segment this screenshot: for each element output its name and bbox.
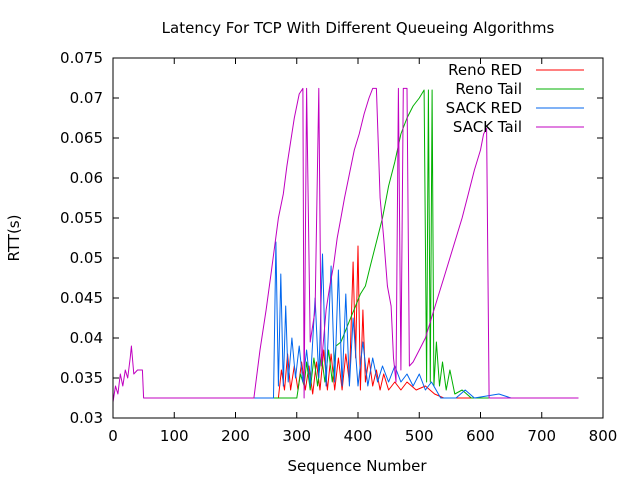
x-tick-label: 600 <box>466 427 495 445</box>
y-tick-label: 0.07 <box>70 89 103 107</box>
series-line-sack-red <box>253 241 530 399</box>
x-tick-label: 700 <box>527 427 556 445</box>
series-line-reno-red <box>253 245 518 399</box>
y-tick-label: 0.04 <box>70 329 103 347</box>
legend-label-sack-red: SACK RED <box>446 99 522 117</box>
legend-label-reno-red: Reno RED <box>448 61 522 79</box>
y-tick-label: 0.045 <box>60 289 103 307</box>
axis-ticks: 0 100 200 300 400 500 600 700 800 0.03 0.035 0.04 0.… <box>60 49 617 445</box>
y-tick-label: 0.03 <box>70 409 103 427</box>
y-tick-label: 0.055 <box>60 209 103 227</box>
legend-label-sack-tail: SACK Tail <box>453 118 522 136</box>
x-tick-label: 300 <box>282 427 311 445</box>
y-tick-label: 0.06 <box>70 169 103 187</box>
x-tick-label: 400 <box>344 427 373 445</box>
series-line-sack-tail <box>112 87 579 403</box>
plot-lines <box>112 87 579 403</box>
plot-frame <box>112 57 604 419</box>
legend-label-reno-tail: Reno Tail <box>455 80 522 98</box>
x-tick-label: 800 <box>589 427 618 445</box>
chart-title: Latency For TCP With Different Queueing … <box>162 19 555 37</box>
x-tick-label: 200 <box>221 427 250 445</box>
x-tick-label: 0 <box>108 427 118 445</box>
series-line-reno-tail <box>266 89 530 399</box>
x-tick-label: 100 <box>160 427 189 445</box>
y-tick-label: 0.035 <box>60 369 103 387</box>
y-tick-label: 0.065 <box>60 129 103 147</box>
x-tick-label: 500 <box>405 427 434 445</box>
y-axis-label: RTT(s) <box>5 215 23 262</box>
x-axis-label: Sequence Number <box>287 457 427 475</box>
y-tick-label: 0.05 <box>70 249 103 267</box>
y-tick-label: 0.075 <box>60 49 103 67</box>
